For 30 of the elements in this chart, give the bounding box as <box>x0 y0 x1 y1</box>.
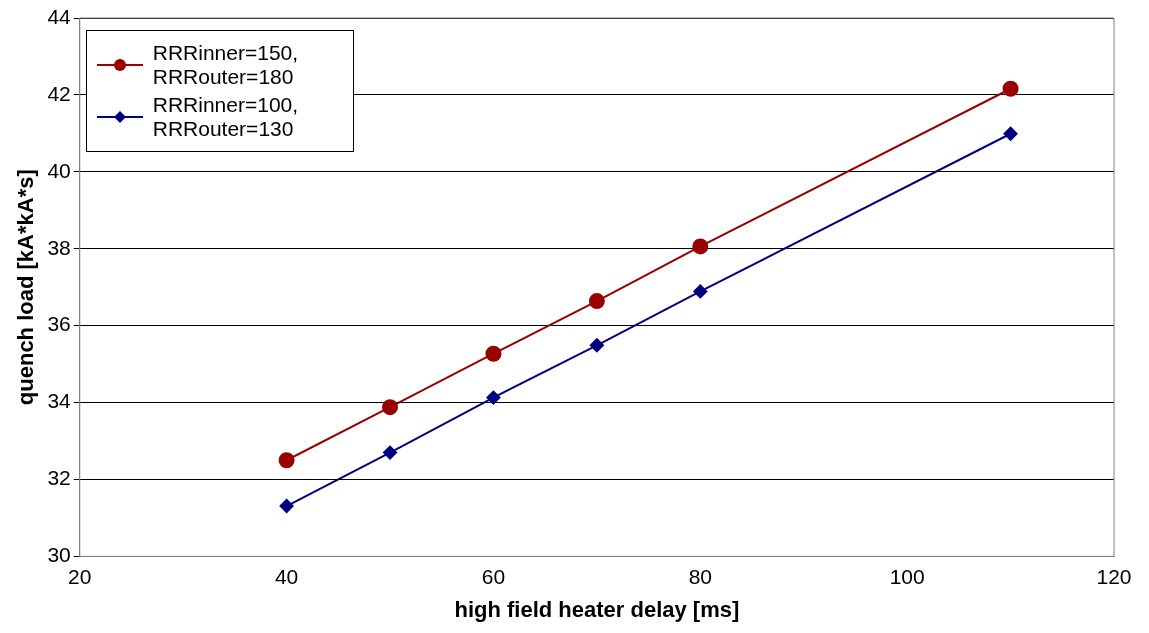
x-tick-label: 80 <box>688 564 712 588</box>
legend-label: RRRinner=150, RRRouter=180 <box>152 41 300 89</box>
point <box>383 445 398 460</box>
y-tick-label: 32 <box>47 466 71 490</box>
y-tick-label: 44 <box>47 4 72 28</box>
y-tick-label: 42 <box>47 81 71 105</box>
point <box>588 293 605 310</box>
x-tick-label: 120 <box>1096 564 1132 588</box>
point <box>589 338 604 353</box>
point <box>1002 80 1019 97</box>
point <box>278 452 295 469</box>
legend-label: RRRinner=100, RRRouter=130 <box>152 93 300 141</box>
x-axis-title: high field heater delay [ms] <box>454 596 740 622</box>
y-axis-title: quench load [kA*kA*s] <box>13 169 39 406</box>
x-tick-label: 20 <box>68 564 92 588</box>
x-tick-label: 40 <box>274 564 299 588</box>
y-tick-label: 38 <box>47 235 71 259</box>
x-tick-label: 100 <box>889 564 925 588</box>
point <box>382 399 399 416</box>
y-tick-label: 36 <box>47 312 71 336</box>
y-tick-label: 40 <box>47 158 71 182</box>
point <box>692 238 709 255</box>
point <box>486 390 501 405</box>
point <box>279 499 294 514</box>
point <box>693 284 708 299</box>
y-tick-label: 34 <box>47 389 72 413</box>
y-tick-label: 30 <box>47 543 71 567</box>
point <box>1003 126 1018 141</box>
x-tick-label: 60 <box>481 564 506 588</box>
point <box>485 345 502 362</box>
